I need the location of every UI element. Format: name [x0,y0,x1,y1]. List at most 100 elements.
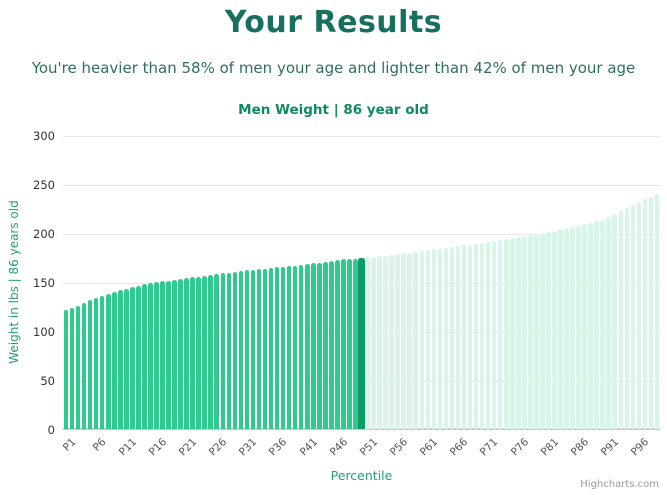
bar-P22 [190,277,195,429]
bar-P51 [365,256,370,429]
bar-P88 [588,223,593,429]
x-tick-label-P21: P21 [176,436,200,459]
y-tick-label-250: 250 [33,178,55,192]
bar-P75 [509,237,515,429]
x-tick-label-P76: P76 [508,436,531,459]
gridline-250 [63,184,660,186]
bar-P64 [443,247,449,429]
bar-P56 [395,253,400,429]
bar-P60 [419,250,425,429]
bar-P62 [431,248,437,429]
bar-P66 [455,245,461,429]
bar-P23 [196,277,201,429]
highlighted-bar-P50 [358,257,365,429]
bar-P95 [630,204,636,429]
x-tick-label-P91: P91 [598,436,622,459]
bar-P35 [268,268,274,429]
chart-title: Men Weight | 86 year old [238,102,429,118]
bar-P73 [497,239,503,429]
x-tick-label-P71: P71 [478,436,501,459]
bar-P79 [534,234,539,429]
bar-P87 [582,224,587,429]
bar-P31 [244,270,250,429]
bar-P82 [552,231,557,429]
bar-P57 [401,252,406,429]
bar-P5 [87,299,93,429]
bar-P40 [298,265,304,429]
bar-P85 [570,227,575,429]
bar-P74 [503,238,509,429]
bar-P54 [383,255,388,429]
x-tick-label-P51: P51 [357,436,381,459]
gridline-300 [63,135,660,137]
bar-P93 [618,210,624,429]
bar-P91 [606,217,612,429]
bar-P10 [117,289,123,429]
bar-P69 [473,243,479,429]
bar-P15 [148,283,153,429]
gridline-200 [63,233,660,235]
bar-P25 [208,275,214,429]
bar-P11 [124,288,129,429]
bar-P89 [594,221,599,429]
bar-P96 [636,201,642,429]
x-tick-label-P66: P66 [448,436,471,459]
bar-P53 [377,255,382,429]
bar-P28 [226,273,232,429]
bar-P29 [232,272,238,429]
bar-P8 [105,293,111,429]
x-tick-label-P16: P16 [146,436,169,459]
bar-P30 [238,271,244,429]
bar-P16 [154,282,159,429]
bar-P41 [304,264,310,429]
bar-P18 [166,281,171,429]
x-tick-label-P11: P11 [116,436,139,459]
bar-P71 [485,241,491,429]
x-tick-label-P46: P46 [327,436,350,459]
bar-P39 [292,266,298,429]
bar-P44 [323,262,328,429]
bar-P97 [642,198,648,429]
bar-P86 [576,226,581,429]
bar-P77 [522,235,527,429]
page-title: Your Results [224,5,443,40]
bar-P37 [280,267,286,429]
bar-P92 [612,214,618,429]
highcharts-credit-link[interactable]: Highcharts.com [580,479,659,490]
bar-P81 [546,232,551,429]
bar-P33 [256,269,262,429]
bar-P32 [250,270,256,429]
bar-P67 [461,244,467,429]
bar-P99 [654,193,660,429]
bar-P3 [75,305,81,429]
bar-P70 [479,242,485,429]
bar-P19 [172,280,177,429]
bar-P90 [600,220,605,429]
y-tick-label-0: 0 [47,423,55,437]
bar-P9 [111,291,117,429]
x-tick-label-P6: P6 [90,436,109,454]
x-tick-label-P36: P36 [267,436,290,459]
bar-P27 [220,273,226,429]
bar-P43 [316,263,322,429]
bar-P63 [437,248,443,429]
bar-P94 [624,207,630,429]
bar-P42 [310,263,316,429]
x-tick-label-P41: P41 [297,436,320,459]
x-tick-label-P31: P31 [237,436,260,459]
bar-P76 [515,236,521,429]
bar-P24 [202,276,207,429]
x-tick-label-P61: P61 [417,436,441,459]
x-tick-label-P81: P81 [538,436,561,459]
bar-P12 [130,286,135,429]
bar-P7 [99,295,105,429]
bar-P20 [178,279,183,429]
bar-P13 [136,285,141,429]
bar-P52 [371,256,376,429]
bar-P68 [467,244,473,429]
bar-P6 [93,297,99,429]
x-axis-line [63,428,660,430]
bar-P17 [160,281,165,429]
bar-P48 [347,259,352,429]
